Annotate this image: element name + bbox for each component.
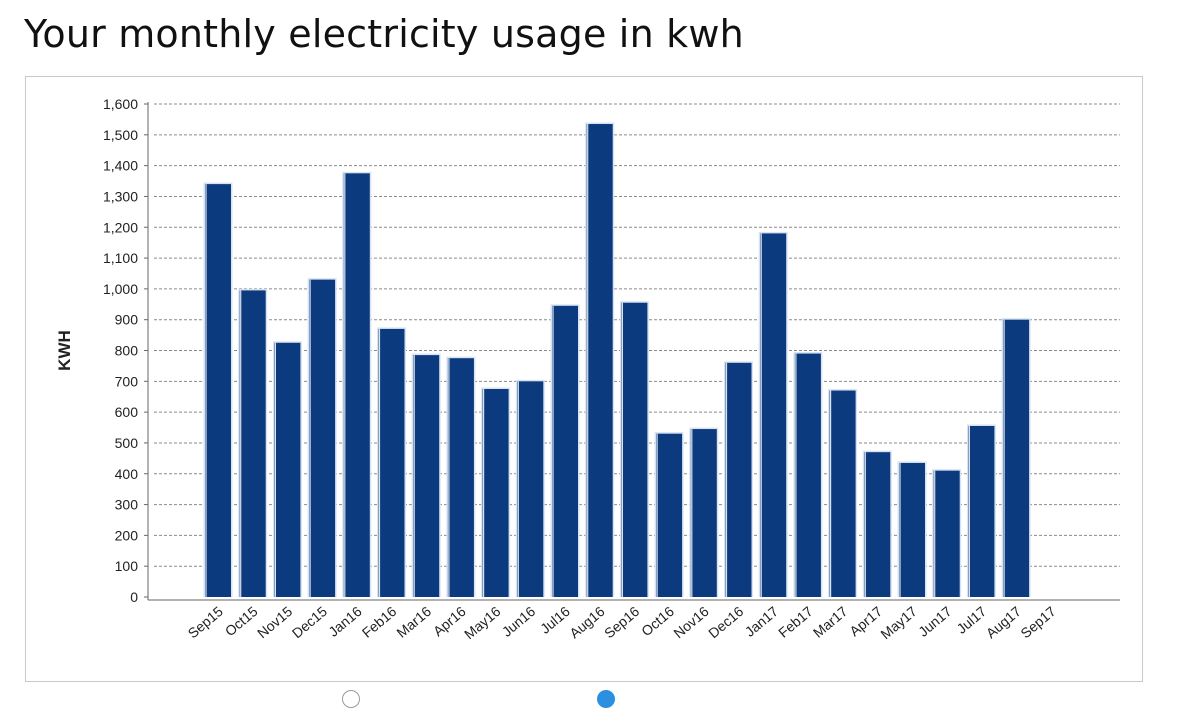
bar-dec16 bbox=[725, 362, 752, 597]
bar-apr16 bbox=[447, 358, 474, 597]
x-tick-label: Oct15 bbox=[222, 603, 261, 639]
bar-may17 bbox=[899, 462, 925, 597]
x-tick-label: May17 bbox=[877, 603, 920, 642]
y-tick-label: 0 bbox=[130, 589, 138, 605]
bar-feb17 bbox=[794, 353, 821, 597]
y-tick-label: 800 bbox=[115, 343, 139, 359]
y-axis-label: KWH bbox=[55, 330, 74, 371]
bar-jul16 bbox=[552, 305, 578, 597]
y-tick-label: 1,200 bbox=[103, 219, 138, 235]
x-tick-label: Aug16 bbox=[566, 603, 607, 641]
bar-jan16 bbox=[343, 173, 370, 597]
x-tick-label: Sep16 bbox=[601, 603, 642, 641]
y-tick-label: 1,100 bbox=[103, 250, 138, 266]
x-tick-label: Sep15 bbox=[185, 603, 226, 641]
axes bbox=[144, 102, 1120, 601]
bar-oct15 bbox=[239, 290, 266, 597]
x-tick-label: Oct16 bbox=[638, 603, 677, 639]
bar-dec15 bbox=[309, 279, 336, 597]
x-tick-label: Jun17 bbox=[915, 603, 955, 640]
bar-sep16 bbox=[621, 302, 648, 597]
y-tick-label: 200 bbox=[115, 527, 139, 543]
x-tick-label: Dec16 bbox=[705, 603, 746, 641]
bar-aug17 bbox=[1003, 319, 1030, 597]
y-tick-label: 1,000 bbox=[103, 281, 138, 297]
x-tick-label: May16 bbox=[461, 603, 504, 642]
bar-oct16 bbox=[656, 433, 683, 597]
bar-mar17 bbox=[829, 390, 856, 597]
y-tick-label: 900 bbox=[115, 312, 139, 328]
bar-jul17 bbox=[968, 425, 995, 597]
page-title: Your monthly electricity usage in kwh bbox=[24, 12, 744, 56]
y-tick-label: 1,600 bbox=[103, 96, 138, 112]
radio-option-unselected[interactable] bbox=[342, 690, 360, 708]
x-tick-label: Aug17 bbox=[983, 603, 1024, 641]
x-tick-label: Nov15 bbox=[254, 603, 295, 641]
bar-feb16 bbox=[378, 328, 405, 597]
bars bbox=[203, 122, 1031, 598]
bar-nov15 bbox=[274, 342, 301, 597]
x-tick-label: Jan17 bbox=[742, 603, 782, 640]
x-tick-label: Mar17 bbox=[810, 603, 851, 641]
x-tick-label: Mar16 bbox=[393, 603, 434, 641]
bar-may16 bbox=[482, 389, 509, 597]
y-tick-label: 600 bbox=[115, 404, 139, 420]
x-tick-label: Jan16 bbox=[325, 603, 365, 640]
x-tick-label: Nov16 bbox=[670, 603, 711, 641]
y-tick-label: 500 bbox=[115, 435, 139, 451]
bar-aug16 bbox=[586, 124, 613, 597]
x-tick-label: Feb16 bbox=[359, 603, 400, 641]
bar-jan17 bbox=[760, 233, 787, 597]
x-tick-label: Sep17 bbox=[1017, 603, 1058, 641]
radio-option-selected[interactable] bbox=[597, 690, 615, 708]
bar-mar16 bbox=[413, 355, 440, 597]
bar-apr17 bbox=[864, 452, 891, 597]
x-tick-labels: Sep15Oct15Nov15Dec15Jan16Feb16Mar16Apr16… bbox=[185, 603, 1059, 642]
y-tick-label: 1,400 bbox=[103, 158, 138, 174]
bar-sep15 bbox=[205, 184, 231, 598]
y-tick-label: 100 bbox=[115, 558, 139, 574]
bar-jun16 bbox=[517, 381, 544, 597]
y-tick-label: 1,300 bbox=[103, 188, 138, 204]
x-tick-label: Feb17 bbox=[775, 603, 816, 641]
bar-jun17 bbox=[933, 470, 960, 597]
x-tick-label: Dec15 bbox=[289, 603, 330, 641]
y-tick-labels: 0 100 200 300 400 500 600 700 800 900 1,000 1,100 1,… bbox=[103, 96, 138, 605]
y-tick-label: 700 bbox=[115, 373, 139, 389]
y-tick-label: 300 bbox=[115, 497, 139, 513]
x-tick-label: Jun16 bbox=[499, 603, 539, 640]
y-tick-label: 400 bbox=[115, 466, 139, 482]
bar-nov16 bbox=[690, 429, 717, 597]
y-tick-label: 1,500 bbox=[103, 127, 138, 143]
